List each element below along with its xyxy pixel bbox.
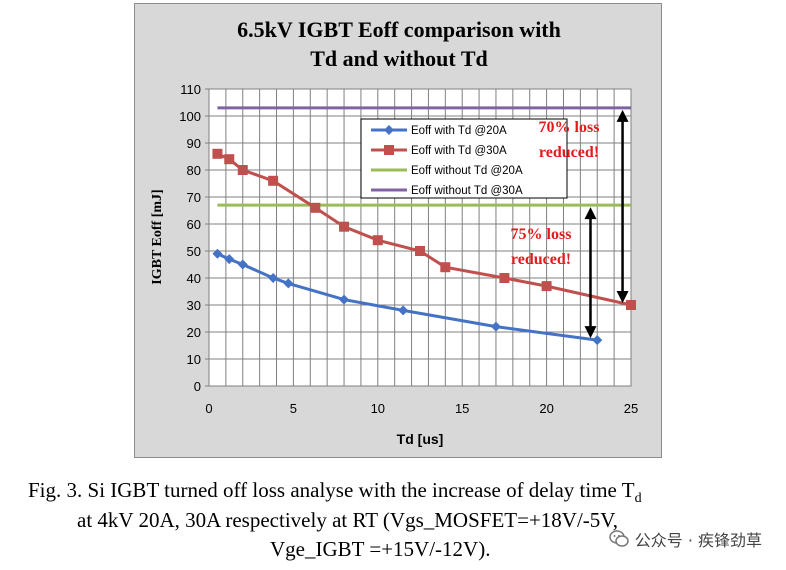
caption-line1-text: Fig. 3. Si IGBT turned off loss analyse … [28,478,635,502]
data-point-square [415,246,425,256]
figure-caption-line1: Fig. 3. Si IGBT turned off loss analyse … [28,478,786,507]
data-point-diamond [224,254,235,265]
y-tick-labels: 0 10 20 30 40 50 60 70 80 90 100 110 [179,82,201,394]
y-tick-label: 30 [187,298,201,313]
x-tick-label: 10 [371,401,385,416]
data-point-square [268,175,279,186]
data-point-diamond [339,294,350,305]
annotations: 70% loss reduced! 75% loss reduced! [511,119,600,268]
data-point-diamond [237,259,248,270]
y-tick-label: 100 [179,109,201,124]
arrow-head-down [616,291,629,303]
y-axis-label: IGBT Eoff [mJ] [150,189,165,284]
watermark-text: 公众号 · 疾锋劲草 [634,531,762,550]
caption-line2-text: at 4kV 20A, 30A respectively at RT (Vgs_… [77,508,618,532]
watermark: 公众号 · 疾锋劲草 [608,527,762,551]
data-point-diamond [283,278,294,289]
x-tick-labels: 0 5 10 15 20 25 [205,401,638,416]
data-point-square [310,202,321,213]
annotation-text-line1: 75% loss [511,226,572,243]
caption-line1-subscript: d [634,491,642,507]
data-point-diamond [212,248,223,259]
legend-marker-square [384,145,394,155]
chart-svg: 6.5kV IGBT Eoff comparison with Td and w… [150,17,638,447]
legend-entries: Eoff with Td @20A Eoff with Td @30A Eoff w… [371,125,523,197]
arrow-head-up [616,109,629,122]
figure-caption-line3: Vge_IGBT =+15V/-12V). [270,537,590,562]
x-axis-label: Td [us] [397,431,444,447]
data-point-square [499,273,510,283]
figure-caption-line2: at 4kV 20A, 30A respectively at RT (Vgs_… [77,508,777,533]
data-point-square [339,221,350,232]
annotation-text-line1: 70% loss [539,119,600,136]
y-tick-label: 20 [187,325,201,340]
arrow-head-down [584,326,597,339]
data-point-square [440,262,451,273]
annotation-text-line2: reduced! [511,251,571,268]
y-tick-label: 70 [187,190,201,205]
y-tick-label: 110 [180,82,201,97]
y-tick-label: 40 [187,271,201,286]
data-point-square [626,300,636,310]
data-point-square [212,148,223,159]
x-tick-label: 5 [290,401,297,416]
legend-label: Eoff without Td @30A [411,185,523,197]
data-point-square [372,235,383,246]
x-tick-label: 25 [624,401,638,416]
data-point-square [224,154,235,165]
chart-title-line1: 6.5kV IGBT Eoff comparison with [237,17,561,42]
data-point-square [237,165,248,175]
data-point-diamond [268,273,279,283]
y-tick-label: 0 [194,379,201,394]
legend-marker-diamond [384,125,394,135]
chart-title-line2: Td and without Td [310,46,488,71]
wechat-icon [608,530,629,547]
data-point-diamond [592,335,603,346]
caption-line3-text: Vge_IGBT =+15V/-12V). [270,537,491,561]
y-tick-label: 60 [187,217,201,232]
data-point-diamond [490,321,501,332]
x-tick-label: 15 [455,401,469,416]
data-point-square [541,281,552,292]
legend: Eoff with Td @20A Eoff with Td @30A Eoff w… [360,118,568,199]
legend-label: Eoff without Td @20A [411,165,523,177]
arrow-layer [584,109,629,339]
legend-label: Eoff with Td @20A [411,125,507,137]
arrow-head-up [584,207,597,220]
legend-box [360,118,568,199]
legend-label: Eoff with Td @30A [411,145,507,157]
y-tick-label: 50 [187,244,201,259]
data-point-diamond [398,305,409,316]
annotation-text-line2: reduced! [539,144,599,161]
x-tick-label: 20 [539,401,553,416]
y-tick-label: 80 [187,163,201,178]
y-tick-label: 10 [187,352,201,367]
series-layer [212,106,636,346]
chart-container: 6.5kV IGBT Eoff comparison with Td and w… [134,3,662,458]
x-tick-label: 0 [205,401,212,416]
y-tick-label: 90 [187,136,201,151]
